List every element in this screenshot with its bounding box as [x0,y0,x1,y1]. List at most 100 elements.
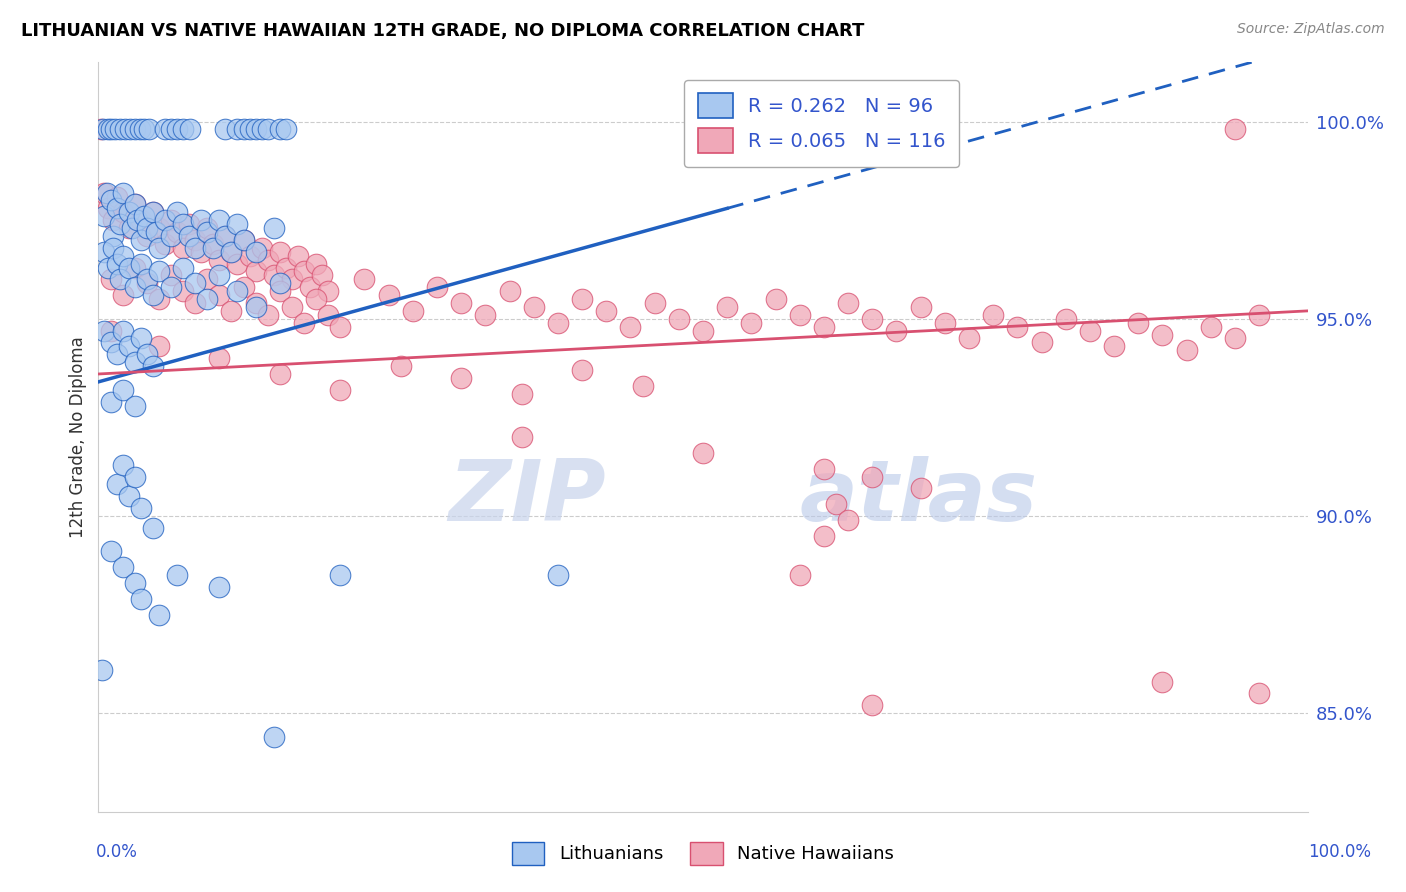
Point [93,209,115,223]
Point [208,252,231,267]
Point [860,469,883,483]
Point [135,221,157,235]
Point [172,122,194,136]
Point [281,272,304,286]
Point [389,359,412,373]
Point [166,225,188,239]
Point [135,277,157,291]
Point [208,213,231,227]
Point [135,229,157,244]
Point [510,386,533,401]
Point [716,300,738,314]
Point [1007,319,1029,334]
Point [91,122,114,136]
Point [692,446,714,460]
Point [108,122,131,136]
Point [124,197,146,211]
Point [547,568,569,582]
Point [184,233,207,247]
Point [245,300,267,314]
Point [124,260,146,275]
Point [239,122,262,136]
Point [287,249,309,263]
Point [214,229,236,244]
Point [179,122,201,136]
Legend: R = 0.262   N = 96, R = 0.065   N = 116: R = 0.262 N = 96, R = 0.065 N = 116 [683,79,959,167]
Point [957,331,980,345]
Point [619,319,641,334]
Point [128,122,150,136]
Point [226,122,249,136]
Point [111,383,134,397]
Point [571,363,593,377]
Point [245,244,267,259]
Point [813,319,835,334]
Point [148,241,170,255]
Point [329,383,352,397]
Point [195,225,218,239]
Point [108,217,131,231]
Point [160,122,183,136]
Point [118,339,141,353]
Point [837,513,859,527]
Point [299,280,322,294]
Point [195,272,218,286]
Point [129,331,152,345]
Point [1152,674,1174,689]
Point [305,292,328,306]
Point [1152,327,1174,342]
Point [239,249,262,263]
Point [450,371,472,385]
Point [837,296,859,310]
Point [118,489,141,503]
Point [104,122,127,136]
Point [256,308,278,322]
Point [353,272,375,286]
Point [145,225,167,239]
Point [124,355,146,369]
Point [148,339,170,353]
Text: 100.0%: 100.0% [1308,843,1371,861]
Point [111,560,134,574]
Point [329,319,352,334]
Point [232,280,254,294]
Point [426,280,449,294]
Point [208,580,231,594]
Point [100,324,122,338]
Point [101,213,124,227]
Point [1223,122,1246,136]
Point [148,221,170,235]
Point [105,202,128,216]
Point [166,205,188,219]
Point [111,205,134,219]
Point [245,264,267,278]
Point [129,256,152,270]
Point [825,497,848,511]
Point [221,244,243,259]
Point [860,698,883,713]
Point [93,324,115,338]
Point [245,122,267,136]
Point [269,122,291,136]
Point [105,256,128,270]
Point [142,521,165,535]
Point [142,205,165,219]
Point [108,272,131,286]
Point [124,399,146,413]
Point [134,122,156,136]
Point [256,122,278,136]
Point [97,260,120,275]
Point [111,288,134,302]
Point [1175,343,1198,358]
Point [142,359,165,373]
Point [1223,331,1246,345]
Point [195,221,218,235]
Point [172,241,194,255]
Point [90,122,112,136]
Point [153,213,176,227]
Point [91,663,114,677]
Point [105,477,128,491]
Point [1102,339,1125,353]
Point [765,292,787,306]
Point [789,568,811,582]
